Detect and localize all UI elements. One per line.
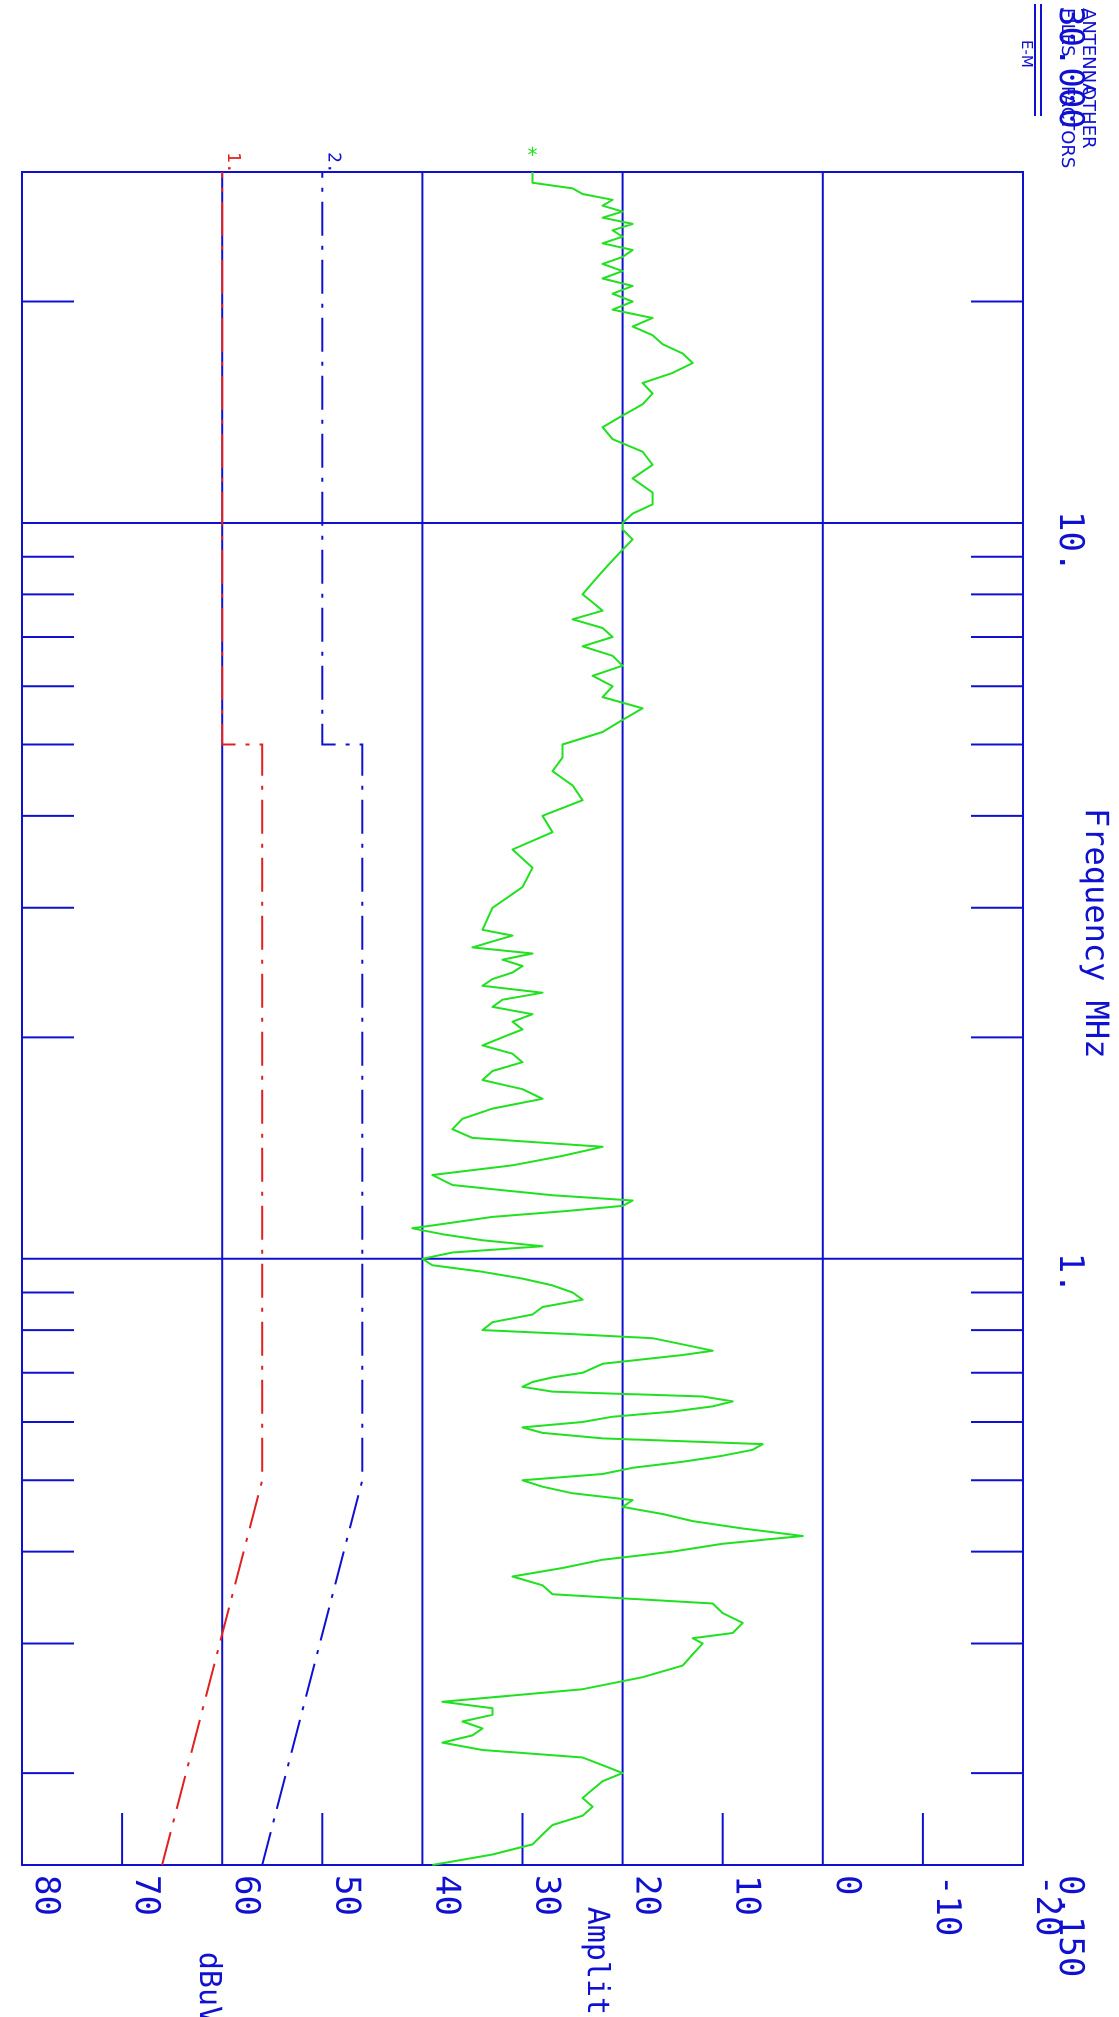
x-tick-label: 0.150 xyxy=(1051,1875,1091,1977)
antenna-files-line-1: ANTENNA xyxy=(1078,8,1099,96)
y-tick-label: 0 xyxy=(828,1875,868,1895)
other-factors-line-1: OTHER xyxy=(1078,86,1099,149)
limit-label-1: 1. xyxy=(223,152,244,174)
y-tick-label: 20 xyxy=(628,1875,668,1916)
logo-text: E-M xyxy=(1018,40,1036,68)
y-tick-label: 60 xyxy=(227,1875,267,1916)
y-axis-label: Amplitude xyxy=(580,1907,615,2017)
y-tick-label: 70 xyxy=(127,1875,167,1916)
header-other-factors[interactable]: OTHER FACTORS xyxy=(1057,86,1099,168)
header-antenna-files[interactable]: ANTENNA FILES xyxy=(1057,8,1099,96)
limit-label-2: 2. xyxy=(323,152,344,174)
axis-tick-labels: 80 70 60 50 40 30 20 10 0 -10 -200.150 1. 10. 30.000 xyxy=(27,6,1091,1977)
limit-lines: 1. 2. xyxy=(161,152,364,1866)
x-tick-label: 1. xyxy=(1051,1253,1091,1294)
y-tick-label: 80 xyxy=(27,1875,67,1916)
measurement-trace: * xyxy=(411,143,804,1866)
limit-line-1 xyxy=(161,172,264,1866)
y-tick-label: 10 xyxy=(728,1875,768,1916)
logo: E-M xyxy=(1018,4,1042,116)
y-axis-unit: dBuV xyxy=(192,1952,227,2017)
trace-line xyxy=(411,172,804,1866)
antenna-files-line-2: FILES xyxy=(1057,8,1078,57)
y-tick-label: -10 xyxy=(928,1875,968,1936)
limit-line-2 xyxy=(261,172,364,1866)
y-tick-label: 50 xyxy=(327,1875,367,1916)
x-tick-label: 30.000 xyxy=(1051,6,1091,129)
trace-end-marker: * xyxy=(526,143,538,167)
other-factors-line-2: FACTORS xyxy=(1057,86,1078,168)
y-tick-label: 30 xyxy=(528,1875,568,1916)
x-axis-label: Frequency MHz xyxy=(1078,808,1116,1058)
x-tick-label: 10. xyxy=(1051,511,1091,572)
plot-grid xyxy=(21,171,1024,1866)
y-tick-label: -20 xyxy=(1028,1875,1068,1936)
y-tick-label: 40 xyxy=(427,1875,467,1916)
